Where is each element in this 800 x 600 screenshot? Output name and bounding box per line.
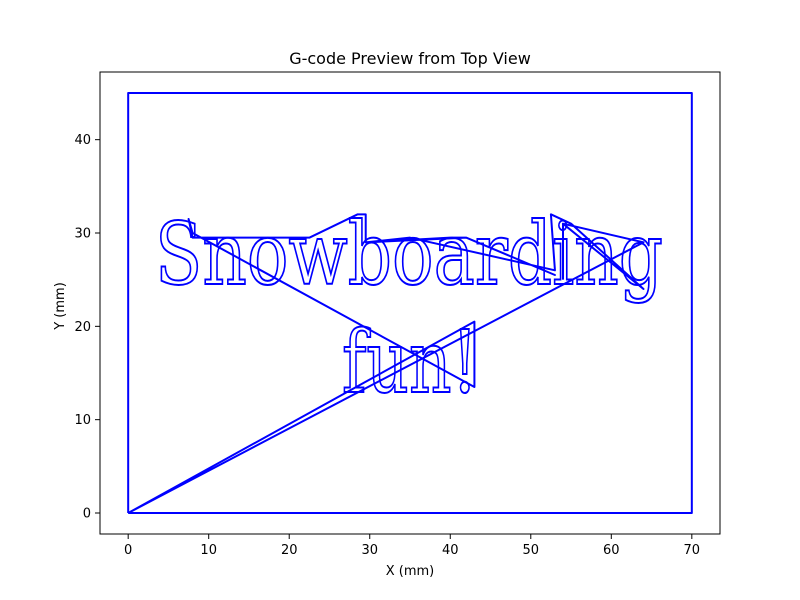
engraved-text-line-2: fun! xyxy=(342,313,478,413)
chart-title: G-code Preview from Top View xyxy=(289,49,531,68)
x-tick-label: 60 xyxy=(603,543,620,558)
y-tick-label: 0 xyxy=(83,507,91,522)
x-tick-label: 50 xyxy=(523,543,540,558)
x-tick-label: 0 xyxy=(124,543,132,558)
plot-area xyxy=(99,71,721,535)
x-axis-label: X (mm) xyxy=(386,564,435,579)
y-axis-ticks: 0 10 20 30 40 xyxy=(74,133,100,522)
engraved-text-line-1: Snowboarding xyxy=(155,205,663,305)
toolpath-series-0 xyxy=(127,92,693,514)
y-tick-label: 40 xyxy=(74,133,91,148)
x-tick-label: 70 xyxy=(684,543,701,558)
x-tick-label: 30 xyxy=(361,543,378,558)
x-axis-ticks: 0 10 20 30 40 50 60 70 xyxy=(124,534,700,558)
y-tick-label: 30 xyxy=(74,227,91,242)
toolpath-series-1 xyxy=(127,213,645,514)
engraved-text-layer: Snowboarding fun! xyxy=(154,204,664,414)
y-tick-label: 10 xyxy=(74,413,91,428)
x-tick-label: 40 xyxy=(442,543,459,558)
x-tick-label: 20 xyxy=(281,543,298,558)
series-layer xyxy=(127,92,693,514)
y-tick-label: 20 xyxy=(74,320,91,335)
y-axis-label: Y (mm) xyxy=(53,282,68,331)
x-tick-label: 10 xyxy=(200,543,217,558)
